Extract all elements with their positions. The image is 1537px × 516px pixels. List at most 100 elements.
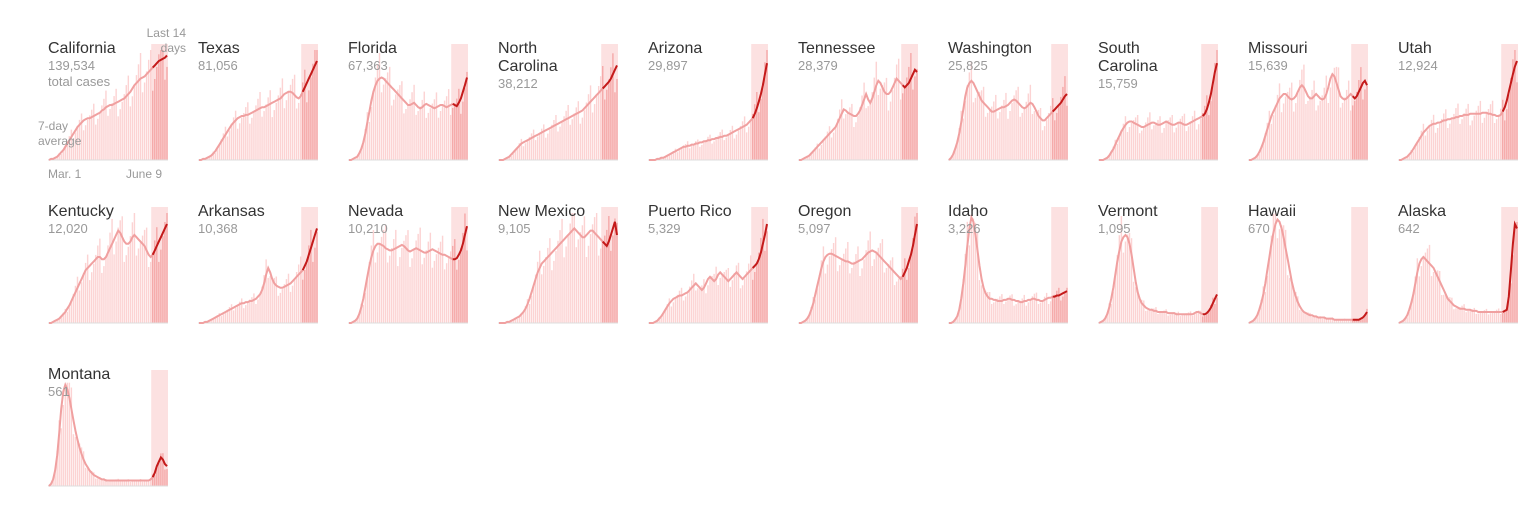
daily-bar	[99, 238, 101, 323]
daily-bar	[80, 113, 83, 160]
daily-bar	[210, 320, 212, 323]
daily-bar	[1112, 146, 1114, 160]
daily-bar	[158, 54, 160, 160]
daily-bar	[1297, 92, 1299, 160]
daily-bar	[86, 119, 89, 160]
daily-bar	[908, 268, 910, 323]
average-line-recent	[301, 60, 318, 93]
daily-bar	[729, 130, 732, 160]
daily-bar	[368, 261, 371, 323]
daily-bar	[358, 313, 360, 323]
daily-bar	[745, 271, 748, 323]
daily-bar	[249, 123, 251, 160]
daily-bar	[372, 230, 375, 323]
daily-bar	[754, 272, 756, 323]
daily-bar	[895, 281, 898, 323]
daily-bar	[567, 235, 569, 323]
daily-bar	[764, 62, 766, 160]
daily-bar	[162, 50, 164, 160]
daily-bar	[68, 136, 71, 160]
daily-bar	[1337, 67, 1340, 160]
state-name: Arizona	[648, 40, 703, 57]
average-line	[199, 265, 304, 324]
daily-bar	[1329, 87, 1332, 160]
daily-bar	[541, 128, 543, 160]
daily-bar	[1272, 214, 1275, 323]
daily-bar	[137, 479, 140, 486]
daily-bar	[66, 382, 69, 486]
daily-bar	[1189, 311, 1192, 323]
state-name: Missouri	[1248, 40, 1308, 57]
daily-bar	[1510, 77, 1512, 160]
daily-bar	[711, 143, 713, 160]
daily-bar	[234, 307, 237, 323]
daily-bar	[1362, 317, 1364, 323]
daily-bar	[579, 232, 582, 323]
daily-bar	[1301, 69, 1303, 160]
daily-bar	[391, 248, 393, 323]
daily-bar	[883, 82, 886, 160]
daily-bar	[599, 76, 602, 160]
total-cases: 25,825	[948, 58, 988, 73]
daily-bar	[526, 299, 529, 323]
daily-bar	[378, 53, 381, 160]
daily-bar	[571, 119, 573, 160]
daily-bar	[1039, 108, 1042, 160]
daily-bar	[589, 234, 592, 323]
daily-bar	[986, 292, 989, 323]
daily-bar	[1291, 282, 1293, 323]
daily-bar	[232, 117, 235, 160]
daily-bar	[222, 314, 225, 323]
daily-bar	[960, 110, 962, 160]
daily-bar	[583, 110, 586, 160]
daily-bar	[1214, 62, 1216, 160]
daily-bar	[360, 149, 362, 160]
daily-bar	[1258, 154, 1260, 160]
daily-bar	[1049, 301, 1052, 323]
daily-bar	[1451, 118, 1453, 160]
daily-bar	[397, 266, 399, 323]
daily-bar	[891, 257, 894, 323]
daily-bar	[723, 140, 725, 160]
daily-bar	[133, 213, 136, 323]
daily-bar	[156, 227, 158, 323]
daily-bar	[547, 247, 549, 323]
daily-bar	[255, 105, 257, 160]
daily-bar	[906, 77, 908, 160]
daily-bar	[1422, 123, 1425, 160]
daily-bar	[589, 85, 592, 160]
daily-bar	[222, 133, 225, 160]
average-line	[349, 242, 454, 324]
daily-bar	[962, 279, 964, 323]
daily-bar	[91, 272, 93, 323]
daily-bar	[960, 298, 962, 323]
daily-bar	[1138, 133, 1141, 160]
average-line-recent	[151, 223, 168, 256]
sparkline-utah	[1398, 44, 1518, 161]
daily-bar	[1167, 120, 1169, 160]
daily-bar	[867, 106, 869, 160]
daily-bar	[1508, 290, 1510, 323]
daily-bar	[1191, 116, 1194, 160]
daily-bar	[587, 245, 590, 323]
daily-bar	[739, 125, 742, 160]
daily-bar	[267, 97, 269, 160]
daily-bar	[725, 269, 728, 323]
daily-bar	[76, 125, 79, 160]
daily-bar	[1204, 315, 1206, 323]
daily-bar	[370, 107, 373, 160]
daily-bar	[64, 308, 66, 323]
daily-bar	[243, 308, 245, 323]
daily-bar	[682, 145, 685, 160]
daily-bar	[145, 71, 148, 160]
daily-bar	[1473, 307, 1475, 323]
daily-bar	[58, 318, 60, 323]
state-name: New Mexico	[498, 203, 586, 220]
daily-bar	[125, 255, 128, 323]
chart-utah: Utah 12,924	[1398, 40, 1520, 190]
daily-bar	[1499, 108, 1502, 160]
daily-bar	[822, 246, 825, 323]
daily-bar	[538, 250, 541, 323]
daily-bar	[678, 290, 681, 323]
average-line	[48, 66, 154, 161]
